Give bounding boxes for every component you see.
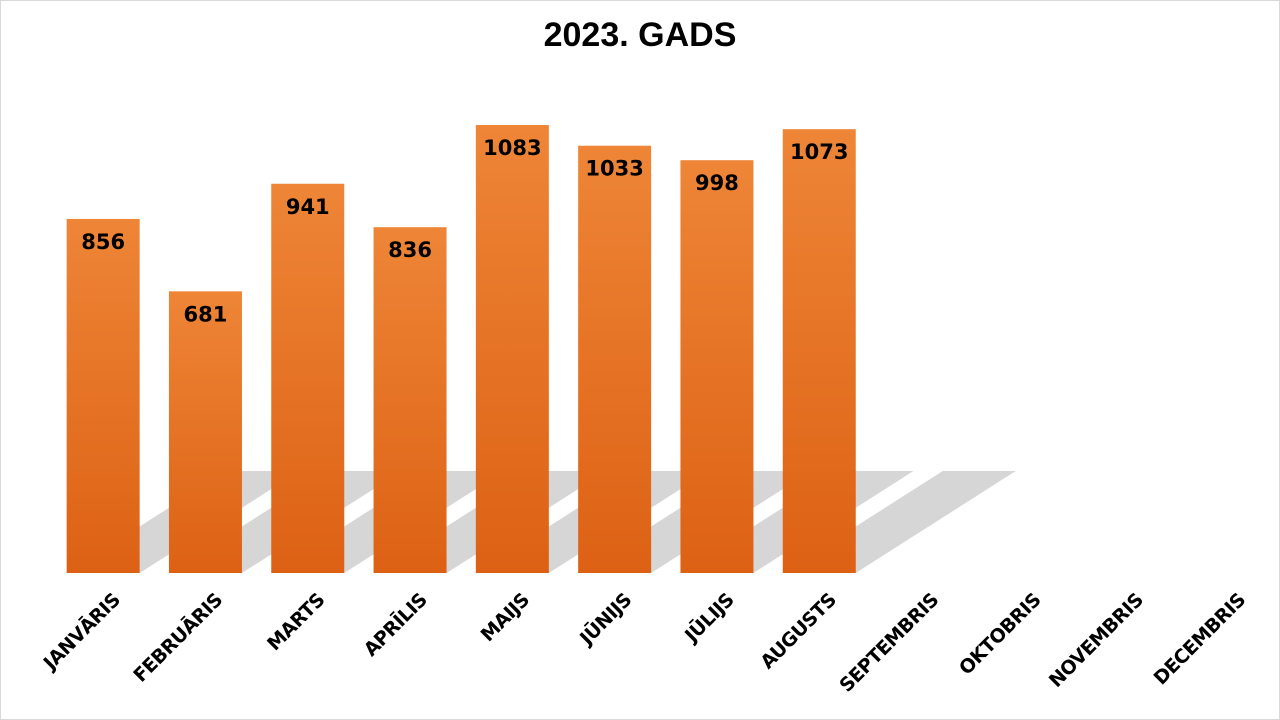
bar-februaris	[168, 291, 242, 573]
x-tick-label-novembris: NOVEMBRIS	[1045, 589, 1148, 692]
bar-marts	[271, 183, 345, 573]
bar-maijs	[475, 125, 549, 574]
x-tick-label-decembris: DECEMBRIS	[1150, 589, 1250, 689]
bar-aprilis	[373, 227, 447, 573]
x-tick-label-marts: MARTS	[263, 589, 329, 655]
data-labels: 856 681 941 836 1083 1033 998 1073	[81, 136, 848, 326]
data-label-junijs: 1033	[585, 157, 643, 181]
data-label-maijs: 1083	[483, 136, 541, 160]
data-label-marts: 941	[286, 195, 330, 219]
data-label-augusts: 1073	[790, 140, 848, 164]
x-tick-label-julijs: JŪLIJS	[679, 588, 739, 648]
x-tick-label-septembris: SEPTEMBRIS	[835, 589, 943, 697]
data-label-aprilis: 836	[388, 238, 432, 262]
x-tick-label-februaris: FEBRUĀRIS	[129, 588, 227, 686]
bar-junijs	[578, 145, 652, 574]
x-tick-label-janvaris: JANVĀRIS	[37, 588, 124, 675]
bar-augusts	[782, 129, 856, 573]
data-label-julijs: 998	[695, 171, 739, 195]
bar-julijs	[680, 160, 754, 573]
data-label-februaris: 681	[184, 302, 228, 326]
x-tick-label-aprilis: APRĪLIS	[359, 588, 432, 661]
bar-janvaris	[66, 218, 140, 573]
bars	[66, 125, 856, 574]
x-tick-label-augusts: AUGUSTS	[756, 589, 840, 673]
x-tick-label-junijs: JŪNIJS	[574, 588, 636, 650]
x-axis-labels: JANVĀRIS FEBRUĀRIS MARTS APRĪLIS MAIJS JŪNIJS…	[37, 588, 1250, 696]
chart-title: 2023. GADS	[543, 16, 737, 54]
x-tick-label-oktobris: OKTOBRIS	[955, 589, 1045, 679]
x-tick-label-maijs: MAIJS	[477, 589, 534, 646]
data-label-janvaris: 856	[81, 230, 125, 254]
